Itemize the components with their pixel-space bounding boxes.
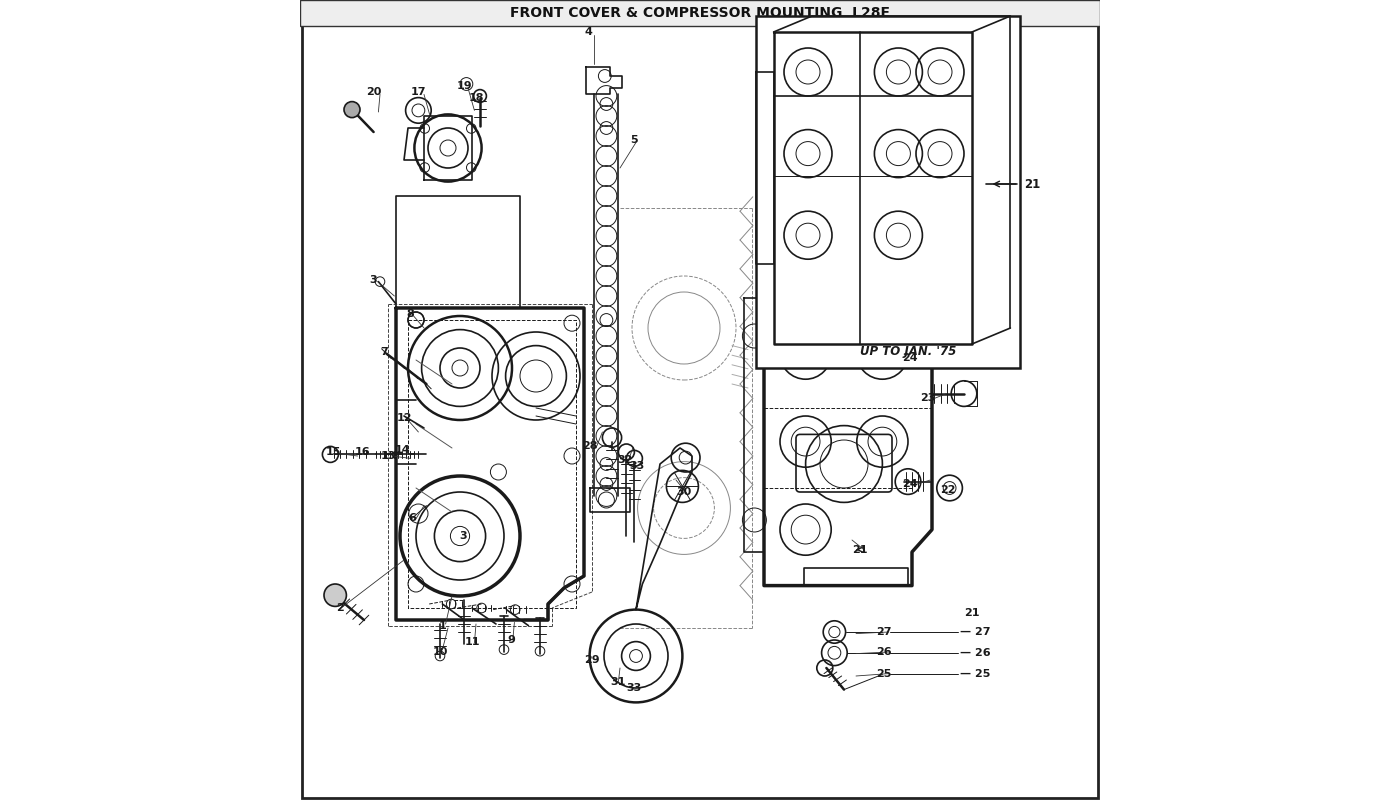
- Text: 19: 19: [456, 81, 472, 90]
- Text: 5: 5: [630, 135, 638, 145]
- Text: 7: 7: [381, 347, 388, 357]
- Text: 24: 24: [902, 479, 917, 489]
- Text: 6: 6: [407, 514, 416, 523]
- Text: 2: 2: [336, 603, 344, 613]
- Text: 17: 17: [410, 87, 426, 97]
- Text: 24: 24: [902, 353, 917, 362]
- Text: 23: 23: [920, 394, 935, 403]
- Text: 25: 25: [876, 670, 892, 679]
- Text: 31: 31: [610, 678, 626, 687]
- Text: 27: 27: [876, 627, 892, 637]
- Text: 26: 26: [876, 647, 892, 657]
- Text: 16: 16: [354, 447, 370, 457]
- Circle shape: [323, 584, 346, 606]
- Text: 9: 9: [507, 635, 515, 645]
- Text: 10: 10: [433, 647, 448, 657]
- Text: 8: 8: [406, 310, 414, 319]
- Text: 12: 12: [396, 413, 412, 422]
- Text: 4: 4: [584, 27, 592, 37]
- Text: 11: 11: [465, 638, 480, 647]
- Text: — 26: — 26: [960, 648, 991, 658]
- Text: 32: 32: [617, 455, 633, 465]
- Text: 18: 18: [468, 93, 484, 102]
- Bar: [300, 0, 1100, 26]
- Text: 21: 21: [853, 545, 868, 554]
- Text: UP TO JAN. '75: UP TO JAN. '75: [860, 346, 956, 358]
- Text: 1: 1: [438, 621, 447, 630]
- Text: 20: 20: [365, 87, 381, 97]
- Text: 3: 3: [370, 275, 378, 285]
- Text: 14: 14: [395, 446, 410, 455]
- Text: 30: 30: [676, 487, 692, 497]
- Text: 28: 28: [582, 441, 598, 450]
- Text: 21: 21: [1023, 178, 1040, 190]
- Text: — 27: — 27: [960, 627, 991, 637]
- Text: 33: 33: [629, 461, 644, 470]
- Text: — 25: — 25: [960, 670, 990, 679]
- Circle shape: [344, 102, 360, 118]
- Text: 22: 22: [941, 485, 956, 494]
- Text: 3: 3: [459, 531, 468, 541]
- Text: 21: 21: [965, 608, 980, 618]
- Text: 29: 29: [584, 655, 599, 665]
- Text: 15: 15: [326, 447, 342, 457]
- Text: 13: 13: [381, 451, 396, 461]
- Bar: [756, 16, 1021, 368]
- Text: 33: 33: [627, 683, 643, 693]
- Text: FRONT COVER & COMPRESSOR MOUNTING  L28E: FRONT COVER & COMPRESSOR MOUNTING L28E: [510, 6, 890, 20]
